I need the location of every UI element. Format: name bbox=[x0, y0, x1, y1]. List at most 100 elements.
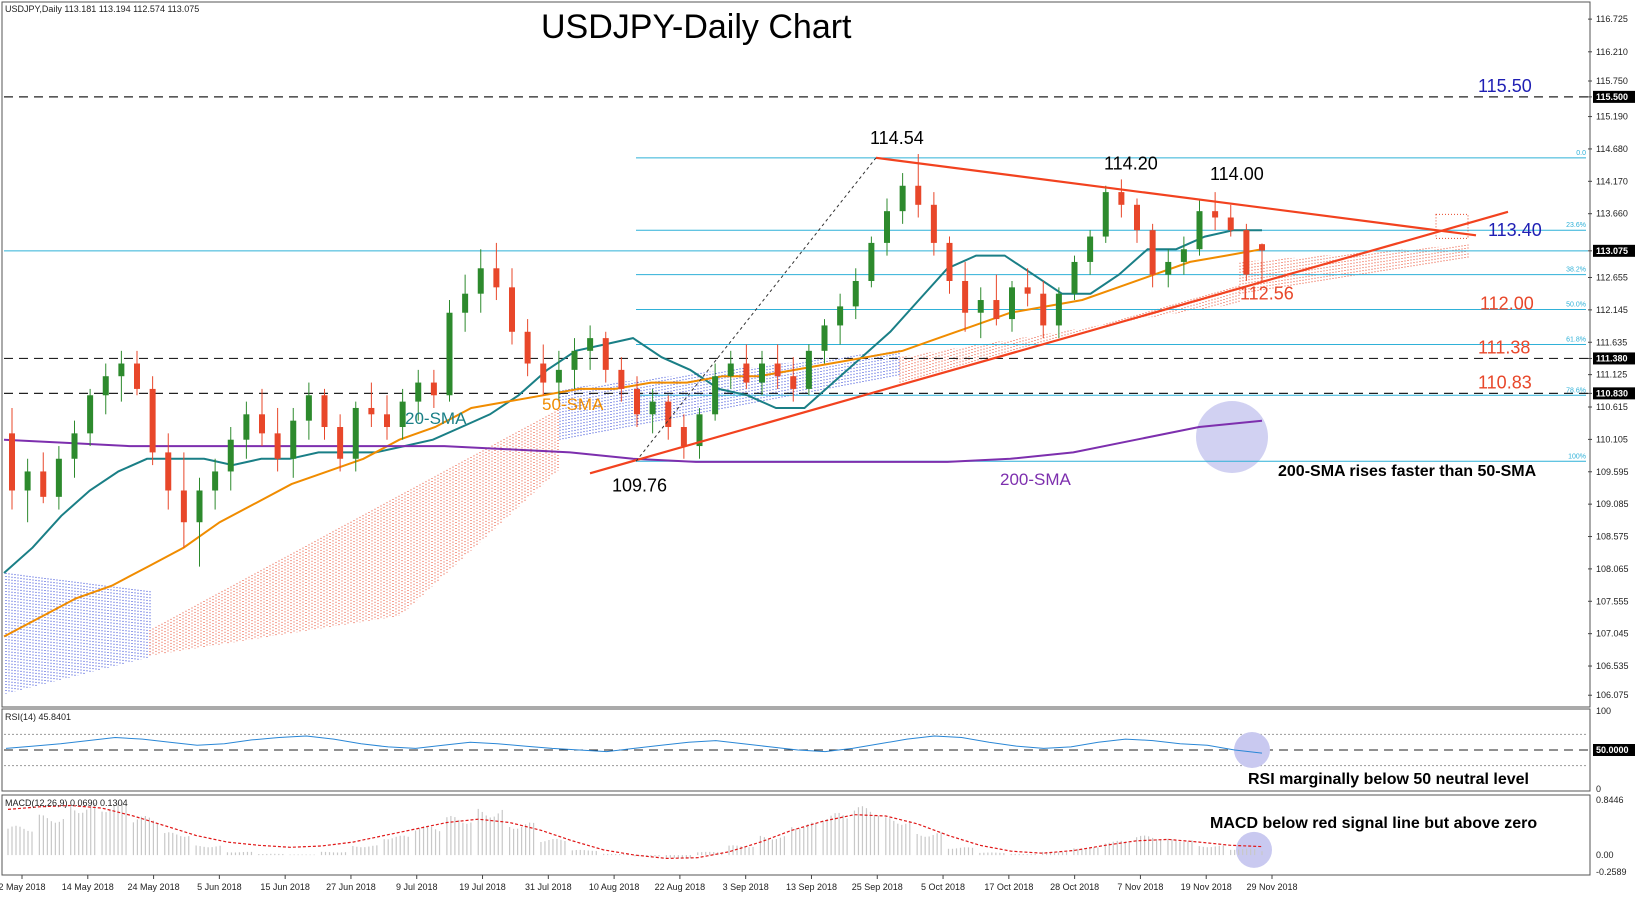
trendlines bbox=[589, 156, 1509, 475]
candle-bear bbox=[180, 490, 187, 523]
cloud-red-1 bbox=[149, 409, 559, 656]
date-tick-label: 28 Oct 2018 bbox=[1050, 882, 1099, 892]
candle-bull bbox=[977, 300, 984, 313]
price-annotation: 109.76 bbox=[612, 475, 667, 495]
price-tick-label: 113.660 bbox=[1596, 209, 1628, 219]
date-tick-label: 10 Aug 2018 bbox=[589, 882, 640, 892]
price-pane: 0.0 23.6% 38.2% 50.0% 61.8% 78.6% 100% 116.725… bbox=[1, 1, 1635, 708]
date-axis: 2 May 2018 14 May 2018 24 May 2018 5 Jun 20… bbox=[0, 875, 1298, 892]
candle-bull bbox=[1055, 293, 1062, 326]
macd-label: MACD(12,26,9) 0.0690 0.1304 bbox=[5, 798, 128, 808]
sma200-line bbox=[3, 419, 1263, 463]
candle-bear bbox=[930, 204, 937, 243]
price-tick-label: 116.210 bbox=[1596, 47, 1628, 57]
projection-box bbox=[1435, 213, 1469, 239]
candle-bull bbox=[1196, 211, 1203, 250]
fib-label: 61.8% bbox=[1566, 336, 1586, 343]
note-sma: 200-SMA rises faster than 50-SMA bbox=[1278, 463, 1537, 480]
candle-bull bbox=[1071, 261, 1078, 294]
candle-bear bbox=[1134, 204, 1140, 231]
fibonacci-levels: 0.0 23.6% 38.2% 50.0% 61.8% 78.6% 100% bbox=[636, 150, 1586, 462]
sma200-label: 200-SMA bbox=[1000, 470, 1072, 489]
price-tick-box bbox=[1593, 244, 1635, 257]
candle-bull bbox=[87, 395, 94, 434]
price-tick-label: 108.575 bbox=[1596, 532, 1629, 542]
price-tick-label: 115.500 bbox=[1596, 92, 1628, 102]
macd-highlight-circle bbox=[1236, 831, 1272, 868]
date-tick-label: 29 Nov 2018 bbox=[1246, 882, 1297, 892]
candle-bear bbox=[962, 280, 969, 313]
candle-bear bbox=[134, 363, 140, 389]
candle-bear bbox=[1259, 244, 1265, 251]
date-tick-label: 25 Sep 2018 bbox=[852, 882, 903, 892]
candle-bull bbox=[555, 369, 562, 383]
candle-bear bbox=[430, 382, 437, 396]
candlesticks bbox=[9, 154, 1265, 567]
candle-bull bbox=[118, 363, 125, 377]
candle-bear bbox=[321, 395, 328, 428]
price-tick-label: 109.595 bbox=[1596, 467, 1629, 477]
candle-bull bbox=[196, 490, 203, 523]
candle-bear bbox=[40, 471, 47, 497]
candle-bull bbox=[352, 407, 359, 459]
price-tick-label: 108.065 bbox=[1596, 564, 1629, 574]
candle-bear bbox=[368, 407, 375, 415]
price-axis: 116.725 116.210 115.750 115.500 115.190 114.6… bbox=[1588, 14, 1635, 700]
highlight-layer bbox=[1196, 401, 1268, 473]
candle-bull bbox=[696, 414, 703, 447]
fib-label: 38.2% bbox=[1566, 267, 1586, 274]
candle-bear bbox=[1227, 217, 1234, 231]
candle-bull bbox=[102, 376, 109, 396]
price-tick-label: 110.615 bbox=[1596, 402, 1628, 412]
price-tick-box bbox=[1593, 387, 1635, 400]
date-tick-label: 22 Aug 2018 bbox=[655, 882, 706, 892]
candle-bull bbox=[243, 414, 250, 440]
date-tick-label: 5 Oct 2018 bbox=[921, 882, 965, 892]
price-tick-label: 110.105 bbox=[1596, 434, 1628, 444]
horizontal-levels bbox=[4, 96, 1588, 394]
rsi-tick-box bbox=[1593, 744, 1635, 756]
date-tick-label: 27 Jun 2018 bbox=[326, 882, 376, 892]
candle-bull bbox=[884, 211, 890, 243]
price-tick-label: 107.555 bbox=[1596, 596, 1629, 606]
candle-bear bbox=[790, 376, 797, 389]
candle-bull bbox=[477, 268, 484, 294]
candle-bull bbox=[649, 401, 656, 415]
candle-bear bbox=[1212, 211, 1219, 218]
candle-bear bbox=[274, 433, 281, 459]
rsi-tick-label: 0 bbox=[1596, 784, 1601, 794]
price-annotations: 114.54 114.20 114.00 109.76 113.40 112.56 112.… bbox=[612, 76, 1542, 495]
candle-bull bbox=[71, 433, 78, 459]
candle-bull bbox=[1009, 287, 1015, 320]
candle-bull bbox=[212, 471, 219, 491]
candle-bull bbox=[712, 376, 719, 415]
price-tick-label: 111.125 bbox=[1596, 370, 1627, 380]
price-annotation: 112.00 bbox=[1480, 294, 1534, 314]
price-annotation: 113.40 bbox=[1488, 220, 1542, 240]
fib-label: 100% bbox=[1568, 453, 1586, 460]
note-rsi: RSI marginally below 50 neutral level bbox=[1248, 771, 1529, 788]
candle-bull bbox=[727, 363, 734, 377]
candle-bull bbox=[759, 363, 765, 383]
level-label: 110.83 bbox=[1478, 372, 1532, 392]
fib-label: 23.6% bbox=[1566, 222, 1586, 229]
price-tick-label: 109.085 bbox=[1596, 499, 1629, 509]
sma-highlight-circle bbox=[1196, 401, 1268, 473]
macd-layer: 0.8446 0.00 -0.2589 bbox=[7, 795, 1627, 877]
chart-title: USDJPY-Daily Chart bbox=[541, 8, 852, 46]
price-tick-label: 110.830 bbox=[1596, 388, 1628, 398]
candle-bear bbox=[493, 268, 500, 288]
rsi-layer: 100 50.0000 0 bbox=[4, 706, 1635, 794]
swing-dashed-line bbox=[635, 157, 877, 462]
candle-bull bbox=[1180, 249, 1187, 262]
candle-bear bbox=[1040, 293, 1047, 326]
candle-bull bbox=[837, 306, 844, 326]
candle-bull bbox=[821, 325, 828, 351]
candle-bear bbox=[540, 363, 547, 383]
header-info: USDJPY,Daily 113.181 113.194 112.574 113… bbox=[5, 4, 199, 14]
sma50-label: 50-SMA bbox=[542, 395, 604, 414]
candle-bull bbox=[805, 350, 812, 389]
candle-bull bbox=[446, 312, 453, 396]
candle-bear bbox=[946, 242, 953, 281]
macd-pane: 0.8446 0.00 -0.2589 MACD(12,26,9) 0.0690 0… bbox=[1, 794, 1627, 877]
